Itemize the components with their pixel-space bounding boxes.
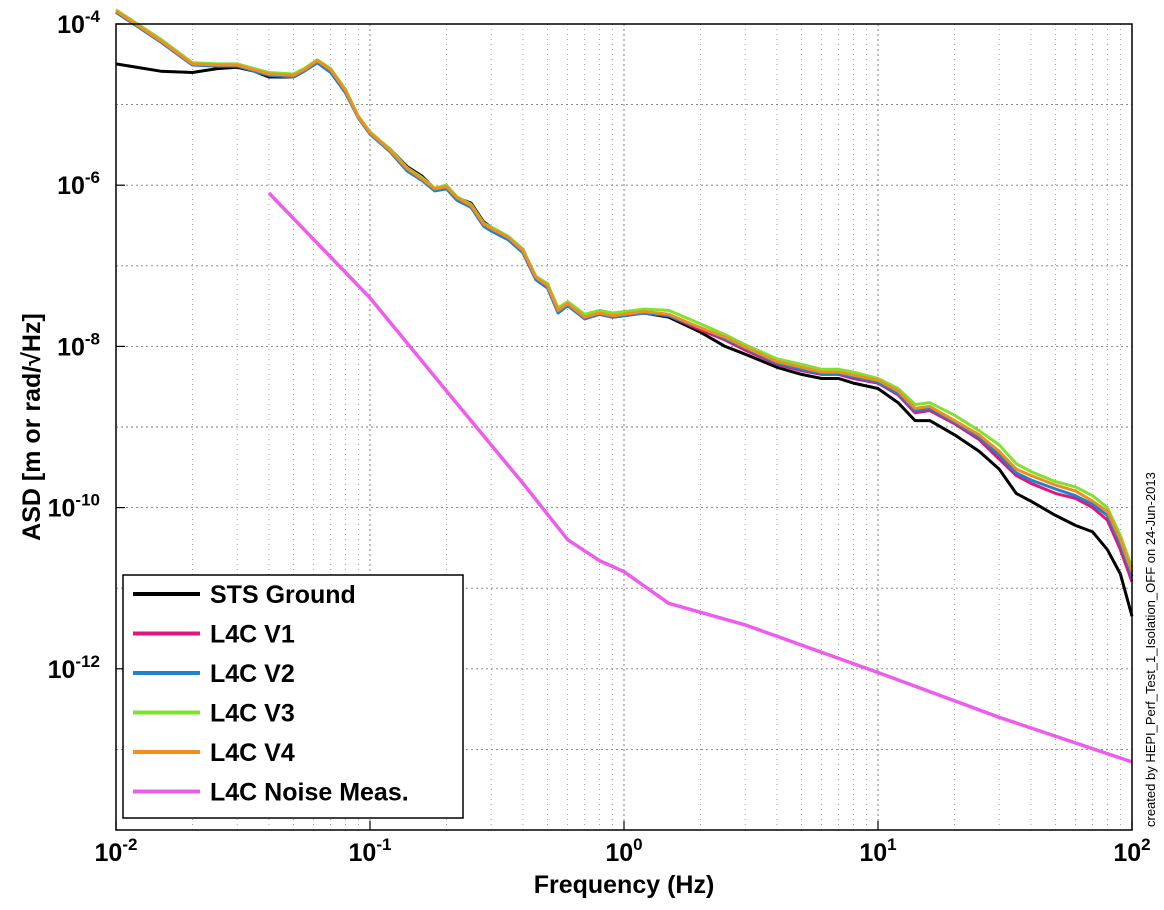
legend-label-3: L4C V2 bbox=[210, 660, 295, 688]
x-tick-label: 10-2 bbox=[95, 835, 138, 867]
legend: STS Ground L4C V1 L4C V2 L4C V3 L4C V4 L4C No… bbox=[122, 574, 464, 819]
x-axis-label: Frequency (Hz) bbox=[534, 871, 715, 899]
legend-box bbox=[122, 574, 464, 819]
legend-label-4: L4C V3 bbox=[210, 700, 295, 728]
x-tick-label: 102 bbox=[1113, 835, 1150, 867]
y-axis-label: ASD [m or rad/√Hz] bbox=[18, 313, 46, 541]
x-tick-label: 10-1 bbox=[349, 835, 392, 867]
x-axis-ticks: 10-2 10-1 100 101 102 bbox=[95, 821, 1151, 867]
legend-label-2: L4C V1 bbox=[210, 621, 295, 649]
x-tick-label: 101 bbox=[859, 835, 896, 867]
y-tick-label: 10-10 bbox=[48, 491, 100, 523]
y-tick-label: 10-6 bbox=[57, 168, 100, 200]
y-tick-label: 10-8 bbox=[57, 329, 100, 361]
series-line-6 bbox=[267, 191, 1133, 764]
legend-label-1: STS Ground bbox=[210, 581, 356, 609]
x-tick-label: 100 bbox=[605, 835, 642, 867]
creation-annotation: created by HEPI_Perf_Test_1_Isolation_OF… bbox=[1143, 472, 1158, 827]
series-layer bbox=[115, 8, 1134, 764]
y-tick-label: 10-12 bbox=[48, 652, 100, 684]
series-line-5 bbox=[115, 9, 1134, 573]
legend-label-6: L4C Noise Meas. bbox=[210, 779, 409, 807]
y-tick-label: 10-4 bbox=[57, 7, 100, 39]
legend-label-5: L4C V4 bbox=[210, 739, 295, 767]
y-axis-ticks: 10-12 10-10 10-8 10-6 10-4 bbox=[48, 7, 125, 684]
